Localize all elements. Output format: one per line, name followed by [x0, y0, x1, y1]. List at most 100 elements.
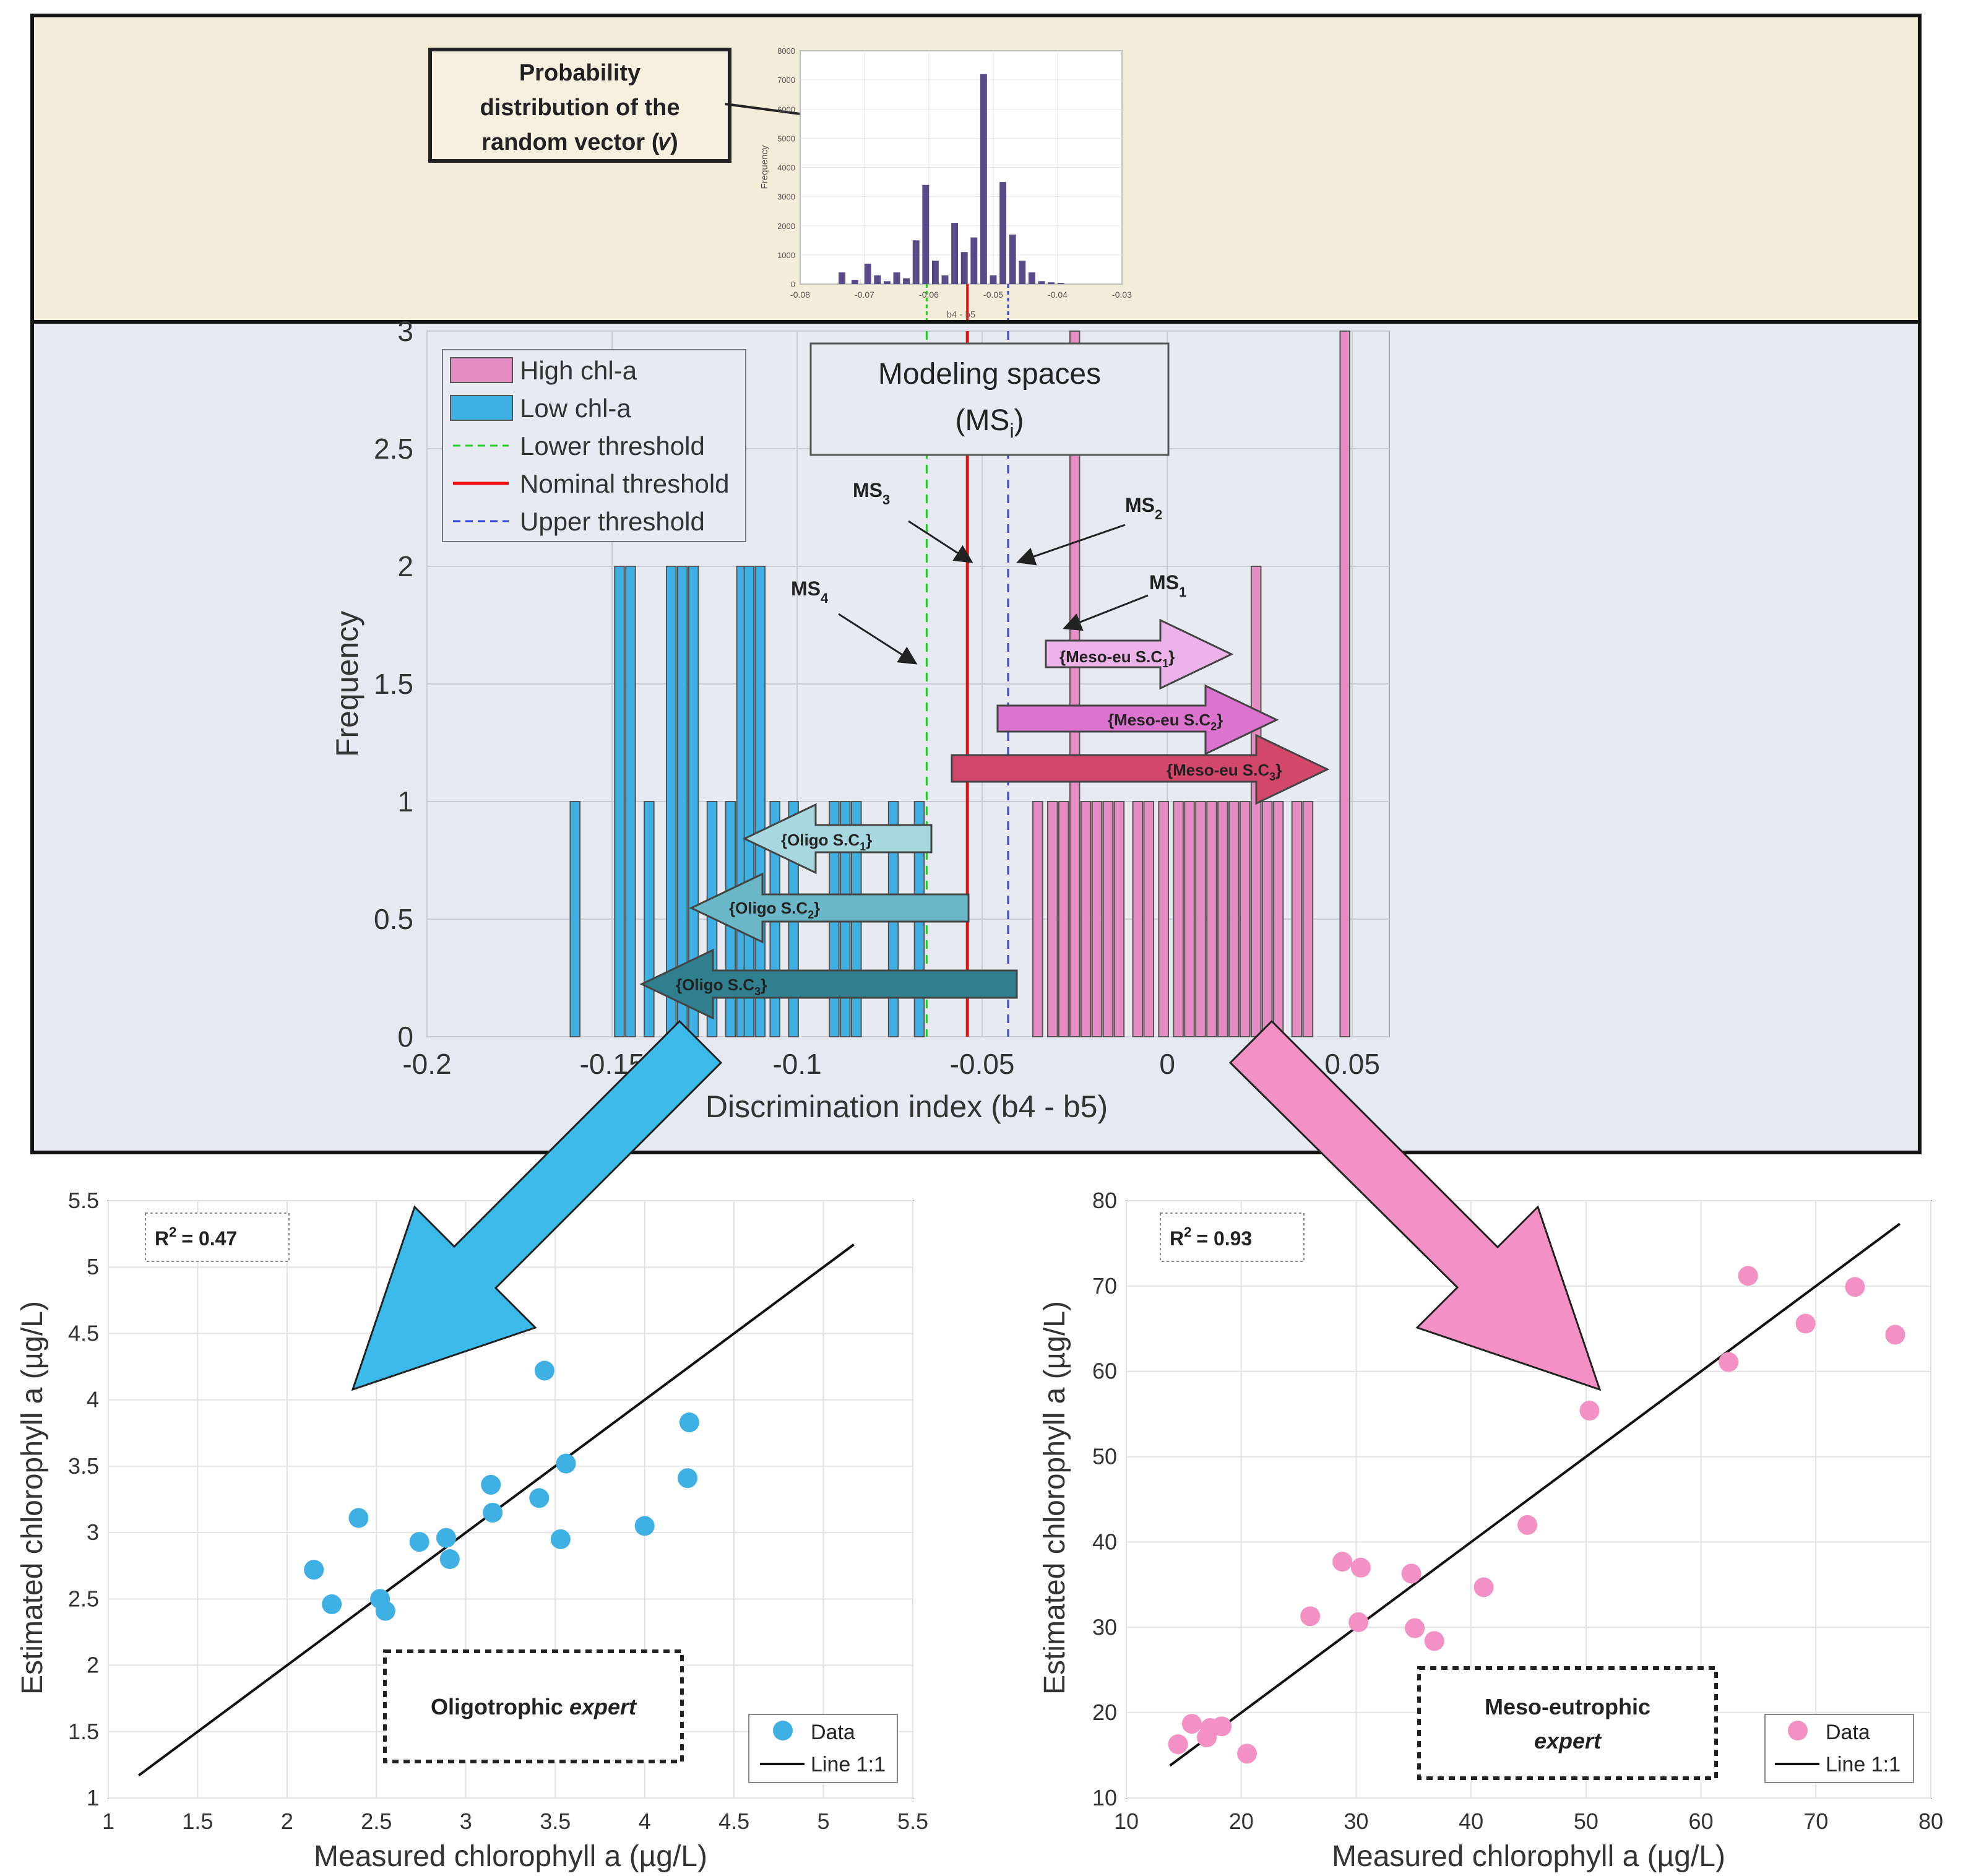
small-hist-bar — [839, 272, 846, 284]
me-data-point — [1845, 1277, 1865, 1297]
meso-sc2-arrow — [996, 684, 1279, 756]
oligo-sc2-label: {Oligo S.C2} — [729, 899, 820, 921]
meso-sc2-label: {Meso-eu S.C2} — [1108, 711, 1223, 733]
ol-data-point — [436, 1528, 456, 1548]
oligo-sc2-arrow — [689, 872, 970, 944]
meso-ylabel: Estimated chlorophyll a (µg/L) — [1038, 1301, 1071, 1695]
ms1-arrow — [1063, 594, 1149, 631]
small-hist-bar — [980, 74, 987, 284]
high-chl-bar — [1046, 801, 1058, 1037]
small-hist-ytick: 0 — [791, 280, 795, 289]
small-hist-xlabel: b4 - b5 — [947, 309, 976, 320]
callout-line-2: distribution of the — [480, 95, 680, 121]
small-hist-ytick: 3000 — [777, 192, 795, 202]
histogram-ytick: 0.5 — [374, 903, 413, 935]
probability-callout: Probability distribution of the random v… — [428, 48, 868, 163]
high-chl-bar — [1217, 801, 1228, 1037]
low-chl-bar — [665, 566, 677, 1037]
high-chl-bar — [1091, 801, 1103, 1037]
ol-xtick: 3.5 — [540, 1809, 571, 1834]
me-xtick: 40 — [1459, 1809, 1483, 1834]
me-data-point — [1168, 1734, 1188, 1755]
me-xtick: 50 — [1574, 1809, 1598, 1834]
low-chl-bar — [625, 566, 636, 1037]
histogram-ytick: 1.5 — [374, 668, 413, 700]
small-hist-bar — [851, 279, 858, 284]
oligo-expert-box — [383, 1649, 684, 1763]
meso-r2: R2 = 0.93 — [1170, 1224, 1252, 1250]
me-data-point — [1517, 1515, 1538, 1535]
ol-data-point — [481, 1474, 501, 1495]
small-hist-bar — [1019, 261, 1026, 284]
callout-box — [428, 48, 731, 163]
oligo-legend: Data Line 1:1 — [748, 1714, 898, 1783]
ms2-arrow — [1016, 524, 1126, 566]
meso-sc1-label: {Meso-eu S.C1} — [1059, 647, 1175, 670]
histogram-ylabel: Frequency — [330, 611, 365, 757]
histogram-ytick: 1 — [397, 785, 413, 818]
legend-label: Low chl-a — [520, 394, 631, 423]
me-data-point — [1237, 1744, 1257, 1764]
ms-labels: MS3 MS2 MS1 MS4 — [791, 479, 1186, 665]
me-ytick: 30 — [1092, 1614, 1117, 1640]
small-hist-ytick: 7000 — [777, 76, 795, 85]
histogram-legend: High chl-a Low chl-a Lower threshold Nomina… — [442, 349, 746, 542]
small-hist-bar — [999, 182, 1007, 284]
meso-sc1-arrow — [1045, 618, 1234, 690]
ol-ytick: 4 — [87, 1387, 99, 1412]
high-chl-bar — [1143, 801, 1155, 1037]
high-chl-bar — [1272, 801, 1284, 1037]
me-data-point — [1719, 1352, 1739, 1372]
low-chl-bar — [754, 566, 766, 1037]
histogram-xtick: -0.1 — [772, 1048, 821, 1080]
small-hist-xtick: -0.03 — [1112, 290, 1132, 300]
ms1-label: MS1 — [1149, 571, 1186, 600]
high-chl-bar — [1032, 801, 1043, 1037]
small-hist-ytick: 8000 — [777, 46, 795, 56]
small-hist-xtick: -0.05 — [983, 290, 1003, 300]
ol-data-point — [348, 1508, 369, 1528]
histogram-ytick: 2.5 — [374, 433, 413, 465]
small-hist-bar — [893, 272, 900, 284]
oligo-ylabel: Estimated chlorophyll a (µg/L) — [16, 1301, 49, 1695]
ol-data-point — [679, 1412, 699, 1433]
legend-label: High chl-a — [520, 356, 637, 385]
me-data-point — [1795, 1313, 1816, 1334]
small-hist-bar — [922, 184, 930, 284]
oligo-sc3-label: {Oligo S.C3} — [676, 975, 767, 998]
small-hist-xtick: -0.08 — [790, 290, 810, 300]
low-chl-bar — [743, 566, 755, 1037]
small-hist-bar — [1038, 281, 1045, 284]
oligo-legend-data: Data — [811, 1721, 855, 1744]
oligo-sc1-label: {Oligo S.C1} — [781, 831, 872, 853]
modeling-spaces-sub: (MSi) — [955, 404, 1024, 442]
ol-data-point — [678, 1468, 697, 1489]
high-chl-bar — [1158, 801, 1169, 1037]
meso-sc3-arrow — [951, 733, 1330, 805]
modeling-spaces-box: Modeling spaces (MSi) — [809, 342, 1170, 456]
oligo-sc3-arrow — [639, 948, 1018, 1020]
small-hist-bar — [1057, 283, 1064, 284]
high-chl-bar — [1195, 801, 1206, 1037]
ol-xtick: 1.5 — [182, 1809, 213, 1834]
high-chl-bar — [1339, 331, 1351, 1037]
meso-legend-data: Data — [1826, 1721, 1870, 1744]
ol-ytick: 4.5 — [68, 1320, 99, 1346]
meso-legend-marker — [1788, 1721, 1808, 1740]
oligo-legend-marker — [773, 1721, 793, 1740]
ol-data-point — [550, 1529, 571, 1549]
ms3-arrow — [908, 520, 973, 563]
small-hist-bar — [931, 261, 939, 284]
high-chl-bar — [1291, 801, 1303, 1037]
ol-xtick: 5 — [818, 1809, 830, 1834]
meso-arrows: {Meso-eu S.C1} {Meso-eu S.C2} {Meso-eu S… — [951, 618, 1330, 805]
meso-legend-line-label: Line 1:1 — [1826, 1753, 1900, 1776]
ol-data-point — [409, 1532, 429, 1552]
callout-line-3: random vector (𝑣) — [481, 129, 678, 155]
meso-xlabel: Measured chlorophyll a (µg/L) — [1332, 1840, 1725, 1873]
small-hist-bar — [912, 240, 920, 284]
meso-expert-label: Meso-eutrophic — [1485, 1694, 1650, 1719]
histogram-ytick: 3 — [397, 315, 413, 347]
ol-data-point — [483, 1502, 503, 1523]
small-hist-ytick: 4000 — [777, 163, 795, 173]
